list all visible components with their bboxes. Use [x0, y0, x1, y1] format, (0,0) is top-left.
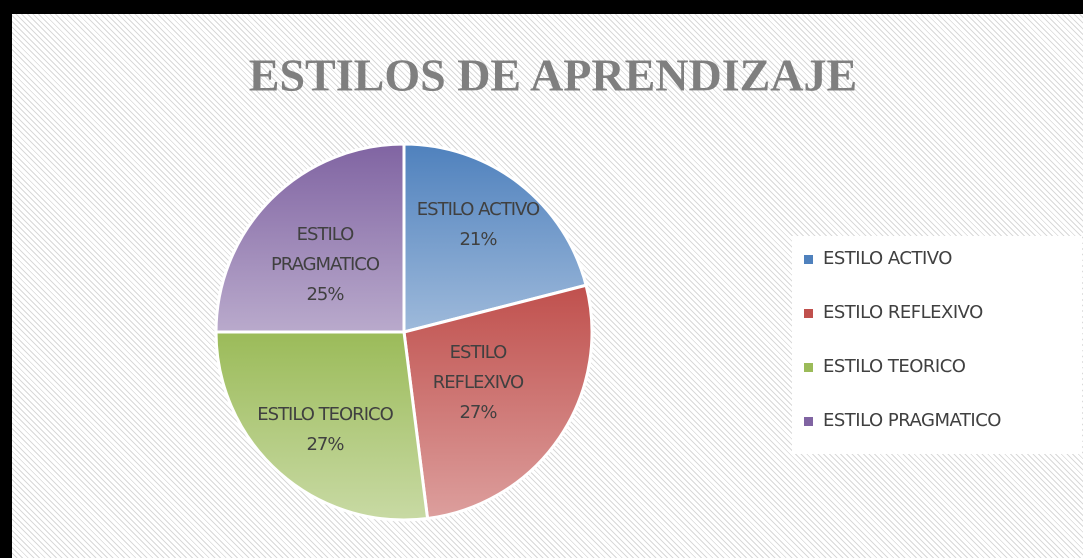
pie-slice	[214, 330, 430, 522]
data-label-value: 27%	[306, 434, 344, 455]
legend-swatch	[804, 362, 813, 372]
legend-label: ESTILO ACTIVO	[823, 248, 952, 269]
data-label-value: 25%	[306, 284, 344, 305]
pie-slice	[214, 142, 406, 334]
chart-area: ESTILOS DE APRENDIZAJE ESTILO ACTIVO ESTI…	[12, 14, 1083, 558]
legend-swatch	[804, 254, 813, 264]
data-label-value: 27%	[459, 402, 497, 423]
chart: ESTILOS DE APRENDIZAJE	[214, 50, 857, 522]
data-label: ESTILO PRAGMATICO 25%	[250, 220, 400, 310]
data-label: ESTILO ACTIVO 21%	[378, 195, 578, 255]
legend-item: ESTILO REFLEXIVO	[804, 302, 983, 323]
data-label: ESTILO REFLEXIVO 27%	[418, 338, 538, 428]
data-label-category: ESTILO REFLEXIVO	[432, 342, 524, 393]
pie-slice	[402, 142, 588, 334]
data-label-category: ESTILO ACTIVO	[416, 199, 540, 220]
legend-item: ESTILO TEORICO	[804, 356, 966, 377]
legend-swatch	[804, 416, 813, 426]
legend-swatch	[804, 308, 813, 318]
data-label-value: 21%	[459, 229, 497, 250]
legend-label: ESTILO REFLEXIVO	[823, 302, 983, 323]
data-label: ESTILO TEORICO 27%	[225, 400, 425, 460]
legend-item: ESTILO PRAGMATICO	[804, 410, 1001, 431]
pie-slice	[402, 283, 594, 521]
legend-label: ESTILO PRAGMATICO	[823, 410, 1001, 431]
legend: ESTILO ACTIVO ESTILO REFLEXIVO ESTILO TEOR…	[792, 236, 1082, 454]
legend-label: ESTILO TEORICO	[823, 356, 966, 377]
chart-title: ESTILOS DE APRENDIZAJE	[249, 50, 857, 101]
data-label-category: ESTILO TEORICO	[257, 404, 393, 425]
legend-item: ESTILO ACTIVO	[804, 248, 952, 269]
data-label-category: ESTILO PRAGMATICO	[270, 224, 380, 275]
